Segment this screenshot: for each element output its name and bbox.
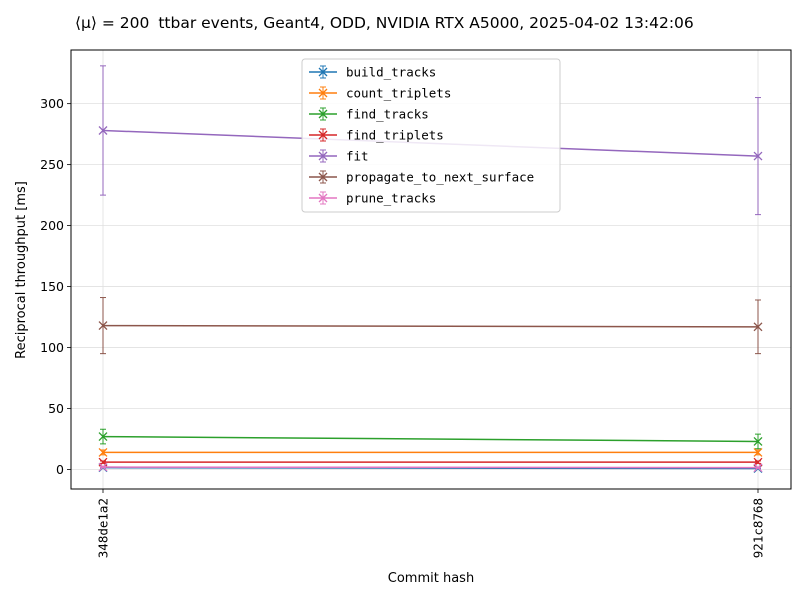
legend-label: fit: [346, 149, 369, 164]
legend-label: build_tracks: [346, 65, 436, 80]
data-point: [98, 321, 108, 331]
marker-stroke: [98, 321, 108, 331]
x-tick-label: 921c8768: [751, 498, 766, 558]
y-axis-label: Reciprocal throughput [ms]: [14, 181, 29, 359]
plot-area: 0 50 100 150 200 250 300 348de1a2 921c8768 build_…: [40, 49, 792, 558]
series-line: [102, 466, 759, 469]
marker-stroke: [753, 436, 763, 446]
legend-item: propagate_to_next_surface: [309, 170, 534, 185]
chart-title: ⟨μ⟩ = 200 ttbar events, Geant4, ODD, NVI…: [75, 14, 694, 32]
legend-item: prune_tracks: [309, 191, 436, 206]
marker-stroke: [98, 432, 108, 442]
legend-marker: [318, 193, 328, 203]
legend-item: build_tracks: [309, 65, 436, 80]
legend-label: propagate_to_next_surface: [346, 170, 534, 185]
y-tick-label: 100: [40, 340, 64, 355]
legend-item: find_triplets: [309, 128, 444, 143]
legend-item: find_tracks: [309, 107, 429, 122]
data-point: [98, 447, 108, 457]
legend-label: count_triplets: [346, 86, 451, 101]
legend-marker: [318, 130, 328, 140]
legend-item: count_triplets: [309, 86, 451, 101]
legend-box: [301, 58, 561, 213]
data-point: [753, 447, 763, 457]
y-tick-label: 200: [40, 218, 64, 233]
y-tick-label: 50: [48, 401, 64, 416]
data-point: [753, 322, 763, 332]
marker-stroke: [753, 463, 763, 473]
legend-marker: [318, 109, 328, 119]
data-point: [753, 151, 763, 161]
legend-label: find_triplets: [346, 128, 444, 143]
marker-stroke: [753, 322, 763, 332]
y-tick-label: 250: [40, 157, 64, 172]
marker-stroke: [753, 151, 763, 161]
legend-marker: [318, 151, 328, 161]
series-find_triplets: [98, 457, 763, 467]
y-tick-label: 300: [40, 96, 64, 111]
data-point: [753, 463, 763, 473]
axes-frame: [70, 49, 792, 490]
series-find_tracks: [98, 428, 763, 450]
title-prefix: ⟨μ⟩ = 200: [75, 14, 149, 32]
data-point: [753, 436, 763, 446]
series-propagate_to_next_surface: [98, 297, 763, 355]
marker-stroke: [98, 462, 108, 472]
data-point: [98, 432, 108, 442]
marker-stroke: [98, 447, 108, 457]
legend-item: fit: [309, 149, 369, 164]
series-line: [102, 435, 759, 443]
legend: build_tracks count_triplets find_tracksfin…: [301, 58, 561, 213]
legend-label: find_tracks: [346, 107, 429, 122]
series-count_triplets: [98, 447, 763, 457]
x-axis-label: Commit hash: [388, 571, 474, 586]
data-point: [98, 126, 108, 135]
series-line: [102, 324, 759, 328]
title-rest: ttbar events, Geant4, ODD, NVIDIA RTX A5…: [158, 14, 693, 32]
series-prune_tracks: [98, 462, 763, 473]
legend-marker: [318, 67, 328, 77]
data-point: [98, 462, 108, 472]
legend-marker: [318, 88, 328, 98]
legend-label: prune_tracks: [346, 191, 436, 206]
y-tick-label: 0: [56, 462, 64, 477]
marker-stroke: [98, 126, 108, 135]
legend-marker: [318, 172, 328, 182]
y-tick-label: 150: [40, 279, 64, 294]
x-tick-label: 348de1a2: [96, 498, 111, 558]
marker-stroke: [753, 447, 763, 457]
